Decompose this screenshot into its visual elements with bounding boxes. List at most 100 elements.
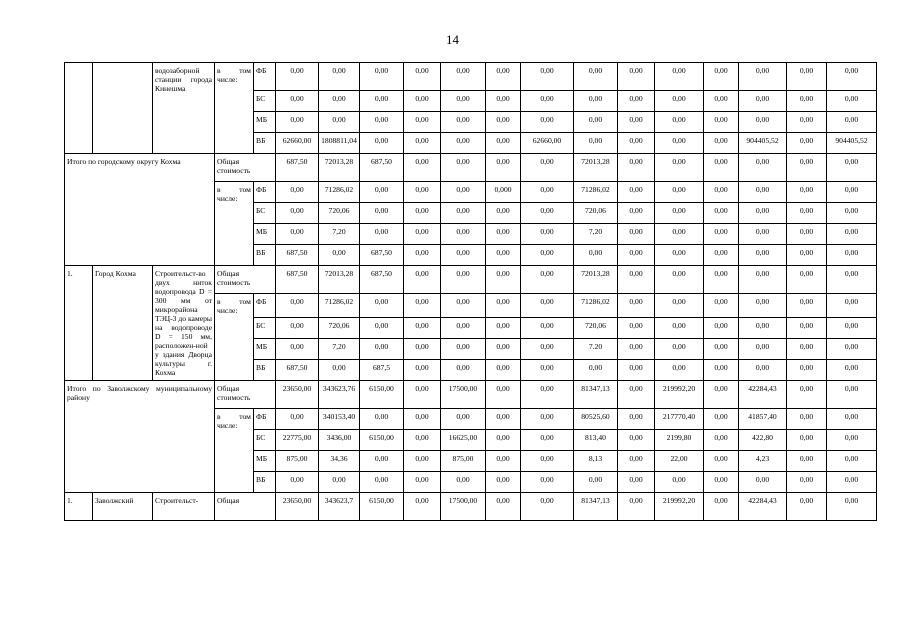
- value-cell: 0,00: [703, 202, 739, 224]
- value-cell: 0,00: [703, 338, 739, 360]
- value-cell: 0,00: [654, 359, 704, 381]
- value-cell: 0,00: [359, 181, 404, 203]
- funding-source-code: БС: [253, 90, 276, 112]
- value-cell: 0,00: [617, 132, 655, 154]
- table-row: БС 0,00 0,00 0,00 0,00 0,00 0,00 0,00 0,00 0,00 0,…: [65, 90, 877, 112]
- value-cell: 0,00: [359, 111, 404, 133]
- value-cell: 0,00: [485, 90, 521, 112]
- value-cell: 72013,28: [318, 153, 360, 182]
- value-cell: 0,00: [440, 223, 486, 245]
- funding-source-code: ВБ: [253, 471, 276, 493]
- value-cell: 0,00: [403, 317, 441, 339]
- table-row: МБ 0,00 0,00 0,00 0,00 0,00 0,00 0,00 0,00 0,00 0,…: [65, 111, 877, 133]
- value-cell: 0,00: [617, 338, 655, 360]
- value-cell: 0,00: [738, 338, 787, 360]
- value-cell: 0,00: [617, 408, 655, 430]
- value-cell: 80525,60: [573, 408, 618, 430]
- value-cell: 0,00: [485, 317, 521, 339]
- value-cell: 0,00: [485, 153, 521, 182]
- value-cell: 42284,43: [738, 380, 787, 409]
- funding-source-code: МБ: [253, 223, 276, 245]
- value-cell: 0,00: [359, 132, 404, 154]
- value-cell: 0,00: [703, 111, 739, 133]
- value-cell: 0,00: [617, 429, 655, 451]
- item-number: 1.: [64, 492, 93, 521]
- value-cell: 0,00: [826, 244, 877, 266]
- funding-source-code: ФБ: [253, 408, 276, 430]
- value-cell: 0,00: [403, 429, 441, 451]
- value-cell: 720,06: [573, 317, 618, 339]
- value-cell: 0,00: [520, 471, 574, 493]
- value-cell: 0,00: [654, 244, 704, 266]
- value-cell: 62660,00: [520, 132, 574, 154]
- value-cell: 0,00: [826, 62, 877, 91]
- value-cell: 0,00: [403, 244, 441, 266]
- funding-source-code: БС: [253, 317, 276, 339]
- value-cell: 0,00: [617, 471, 655, 493]
- value-cell: 0,00: [359, 471, 404, 493]
- value-cell: 0,00: [826, 90, 877, 112]
- value-cell: 217770,40: [654, 408, 704, 430]
- value-cell: 0,00: [403, 338, 441, 360]
- value-cell: 0,00: [485, 62, 521, 91]
- value-cell: 0,00: [573, 111, 618, 133]
- value-cell: 0,00: [786, 359, 827, 381]
- value-cell: 687,50: [275, 153, 319, 182]
- funding-table: водозаборной станции города Кинешма в том…: [64, 62, 877, 521]
- value-cell: 0,00: [359, 293, 404, 318]
- value-cell: 0,00: [485, 223, 521, 245]
- value-cell: 0,00: [738, 471, 787, 493]
- total-row: Итого по городскому округу Кохма Общая ст…: [64, 153, 877, 266]
- funding-source-code: ВБ: [253, 132, 276, 154]
- value-cell: 0,00: [703, 359, 739, 381]
- value-cell: 71286,02: [318, 181, 360, 203]
- value-cell: 0,00: [654, 132, 704, 154]
- value-cell: 813,40: [573, 429, 618, 451]
- value-cell: 0,00: [520, 244, 574, 266]
- value-cell: 22,00: [654, 450, 704, 472]
- value-cell: 0,00: [617, 90, 655, 112]
- value-cell: 0,00: [826, 293, 877, 318]
- value-cell: 0,00: [703, 265, 739, 294]
- value-cell: 0,00: [826, 317, 877, 339]
- total-cost-label: Общая стоимость: [214, 265, 276, 294]
- value-cell: 0,00: [786, 202, 827, 224]
- value-cell: 0,00: [275, 90, 319, 112]
- value-cell: 0,00: [617, 359, 655, 381]
- value-cell: 0,00: [520, 62, 574, 91]
- value-cell: 0,00: [573, 359, 618, 381]
- value-cell: 0,00: [786, 181, 827, 203]
- item-place: [92, 62, 153, 154]
- value-cell: 0,00: [617, 153, 655, 182]
- value-cell: 0,00: [738, 244, 787, 266]
- value-cell: 0,00: [485, 265, 521, 294]
- value-cell: 0,00: [826, 408, 877, 430]
- value-cell: 0,00: [738, 62, 787, 91]
- value-cell: 23650,00: [275, 380, 319, 409]
- funding-source-code: ФБ: [253, 181, 276, 203]
- value-cell: 0,00: [440, 202, 486, 224]
- value-cell: 0,00: [520, 90, 574, 112]
- value-cell: 0,00: [654, 338, 704, 360]
- item-description: Строительст-: [152, 492, 215, 521]
- value-cell: 0,00: [520, 293, 574, 318]
- funding-source-code: ВБ: [253, 244, 276, 266]
- table-row: в том числе: ФБ 0,00 71286,02 0,00 0,00 0,00 0,…: [65, 293, 877, 381]
- value-cell: 0,00: [359, 408, 404, 430]
- value-cell: 17500,00: [440, 380, 486, 409]
- including-label: в том числе:: [214, 181, 254, 266]
- value-cell: 0,00: [403, 450, 441, 472]
- value-cell: 0,00: [786, 429, 827, 451]
- value-cell: 0,00: [318, 244, 360, 266]
- value-cell: 6150,00: [359, 380, 404, 409]
- value-cell: 0,00: [738, 90, 787, 112]
- value-cell: 0,00: [403, 153, 441, 182]
- value-cell: 0,00: [617, 380, 655, 409]
- value-cell: 42284,43: [738, 492, 787, 521]
- value-cell: 81347,13: [573, 380, 618, 409]
- value-cell: 0,00: [617, 492, 655, 521]
- value-cell: 0,00: [738, 111, 787, 133]
- value-cell: 0,00: [617, 202, 655, 224]
- value-cell: 0,00: [485, 408, 521, 430]
- value-cell: 0,00: [275, 223, 319, 245]
